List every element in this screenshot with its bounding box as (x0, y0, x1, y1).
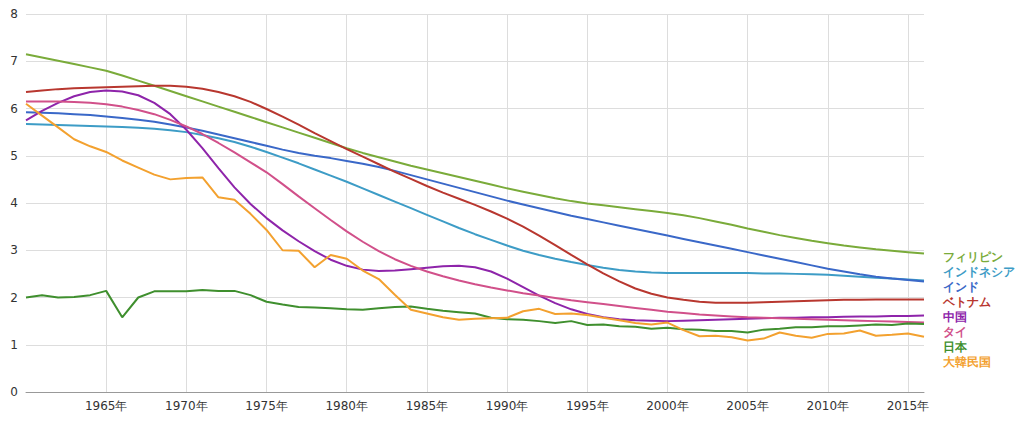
svg-text:0: 0 (10, 385, 18, 399)
svg-text:7: 7 (10, 54, 18, 68)
svg-text:1990年: 1990年 (486, 399, 529, 413)
svg-text:大韓民国: 大韓民国 (943, 355, 991, 369)
svg-text:2: 2 (10, 291, 18, 305)
svg-text:4: 4 (10, 196, 18, 210)
svg-text:8: 8 (10, 7, 18, 21)
svg-text:5: 5 (10, 149, 18, 163)
svg-text:1965年: 1965年 (85, 399, 128, 413)
svg-text:3: 3 (10, 243, 18, 257)
svg-text:1975年: 1975年 (245, 399, 288, 413)
svg-text:1995年: 1995年 (566, 399, 609, 413)
svg-text:2005年: 2005年 (726, 399, 769, 413)
svg-text:インド: インド (943, 280, 979, 294)
svg-text:タイ: タイ (943, 325, 967, 339)
svg-text:ベトナム: ベトナム (942, 295, 991, 309)
svg-text:1970年: 1970年 (165, 399, 208, 413)
svg-text:1985年: 1985年 (406, 399, 449, 413)
svg-text:フィリピン: フィリピン (943, 250, 1003, 264)
svg-text:2000年: 2000年 (646, 399, 689, 413)
svg-text:日本: 日本 (943, 340, 968, 354)
svg-text:1: 1 (10, 338, 18, 352)
svg-text:2015年: 2015年 (887, 399, 930, 413)
svg-text:中国: 中国 (943, 310, 967, 324)
svg-text:2010年: 2010年 (807, 399, 850, 413)
svg-text:6: 6 (10, 102, 18, 116)
svg-text:1980年: 1980年 (325, 399, 368, 413)
svg-text:インドネシア: インドネシア (943, 265, 1015, 279)
